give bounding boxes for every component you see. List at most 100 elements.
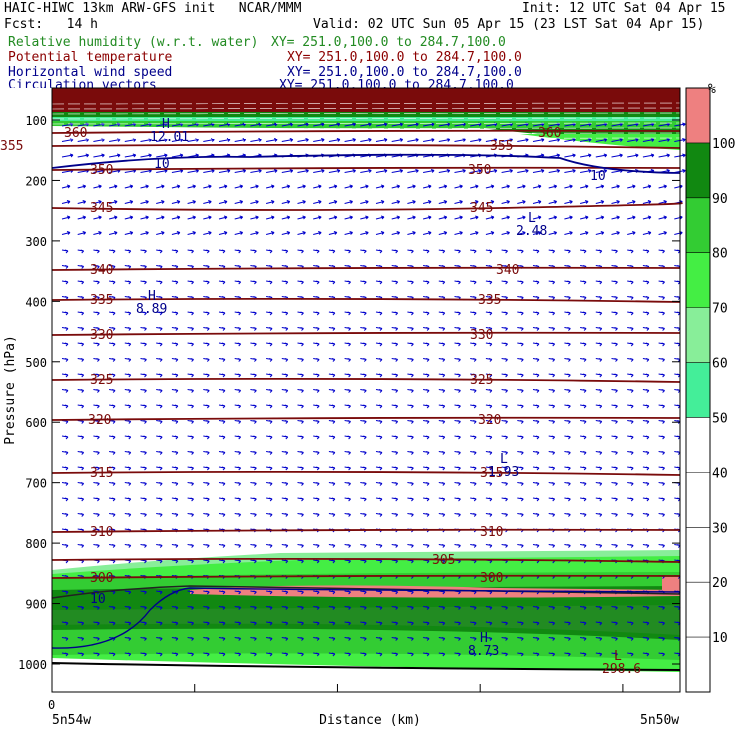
wind-vector (156, 621, 163, 626)
wind-vector (595, 606, 603, 610)
wind-vector (250, 358, 257, 362)
wind-vector (77, 342, 85, 347)
wind-vector (266, 621, 273, 626)
wind-vector (156, 482, 163, 486)
theta-label-330: 330 (90, 328, 113, 343)
wind-vector (297, 404, 304, 409)
wind-vector (203, 420, 210, 424)
wind-vector (313, 280, 320, 285)
wind-vector (595, 184, 605, 189)
wind-vector (564, 169, 576, 173)
wind-vector (203, 342, 210, 347)
wind-vector (595, 466, 603, 471)
wind-vector (627, 231, 636, 235)
wind-vector (627, 249, 634, 254)
wind-vector (93, 265, 100, 269)
wind-vector (423, 420, 430, 424)
wind-vector (61, 404, 69, 409)
wind-vector (407, 311, 414, 316)
wind-vector (140, 513, 147, 517)
wind-vector (187, 200, 196, 204)
wind-vector (485, 200, 495, 204)
wind-vector (281, 590, 289, 595)
wind-vector (375, 231, 385, 235)
wind-vector (501, 373, 508, 378)
wind-vector (517, 621, 524, 626)
wind-vector (140, 466, 147, 471)
wind-vector (501, 482, 508, 486)
wind-vector (595, 513, 603, 517)
wind-vector (595, 280, 603, 285)
wind-vector (454, 652, 461, 657)
wind-vector (109, 327, 116, 331)
wind-vector (250, 311, 257, 316)
wind-vector (438, 466, 446, 471)
wind-vector (658, 652, 665, 657)
wind-vector (375, 138, 388, 142)
wind-vector (360, 138, 372, 142)
wind-vector (328, 606, 336, 610)
jet-streak (51, 132, 681, 135)
wind-vector (470, 621, 477, 626)
wind-vector (234, 466, 242, 471)
wind-vector (156, 389, 163, 393)
theta-label-320: 320 (88, 413, 111, 428)
wind-vector (532, 451, 540, 455)
wind-vector (595, 200, 605, 204)
wind-vector (234, 451, 242, 455)
wind-vector (109, 404, 116, 409)
colorbar-segment (686, 197, 710, 253)
wind-vector (627, 280, 634, 285)
wind-vector (658, 373, 665, 378)
wind-vector (124, 231, 134, 235)
wind-vector (328, 482, 336, 486)
wind-vector (360, 358, 367, 362)
wind-vector (77, 200, 87, 204)
wind-vector (548, 138, 561, 142)
wind-vector (218, 482, 226, 486)
wind-vector (532, 544, 540, 548)
wind-vector (344, 373, 351, 378)
wind-vector (297, 637, 304, 641)
wind-vector (297, 482, 304, 486)
wind-vector (642, 138, 655, 142)
wind-vector (328, 280, 336, 285)
wind-vector (627, 153, 639, 158)
wind-vector (313, 559, 320, 564)
theta-label-315: 315 (480, 466, 503, 481)
wind-vector (234, 249, 242, 254)
wind-vector (108, 215, 118, 220)
wind-vector (564, 637, 571, 641)
wind-vector (61, 184, 71, 189)
wind-vector (344, 544, 351, 548)
wind-vector (407, 249, 414, 254)
wind-vector (391, 420, 399, 424)
wind-vector (203, 358, 210, 362)
wind-vector (485, 280, 493, 285)
wind-vector (422, 231, 432, 235)
wind-vector (218, 342, 226, 347)
wind-vector (548, 215, 558, 220)
wind-vector (642, 373, 650, 378)
wind-vector (109, 466, 116, 471)
wind-vector (580, 169, 592, 173)
wind-vector (407, 497, 414, 502)
wind-vector (438, 404, 446, 409)
rh-bl-darker (52, 605, 680, 635)
wind-vector (218, 420, 226, 424)
wind-vector (156, 497, 163, 502)
wind-vector (454, 327, 461, 331)
wind-vector (93, 249, 100, 254)
wind-vector (658, 215, 667, 220)
wind-vector (391, 590, 399, 595)
wind-vector (156, 280, 163, 285)
wind-vector (642, 280, 650, 285)
wind-vector (611, 373, 618, 378)
wind-vector (171, 280, 179, 285)
wind-vector (470, 497, 477, 502)
y-tick-label: 100 (25, 114, 47, 128)
wind-vector (328, 169, 341, 173)
wind-vector (564, 296, 571, 300)
wind-vector (642, 231, 652, 235)
wind-vector (124, 513, 132, 517)
